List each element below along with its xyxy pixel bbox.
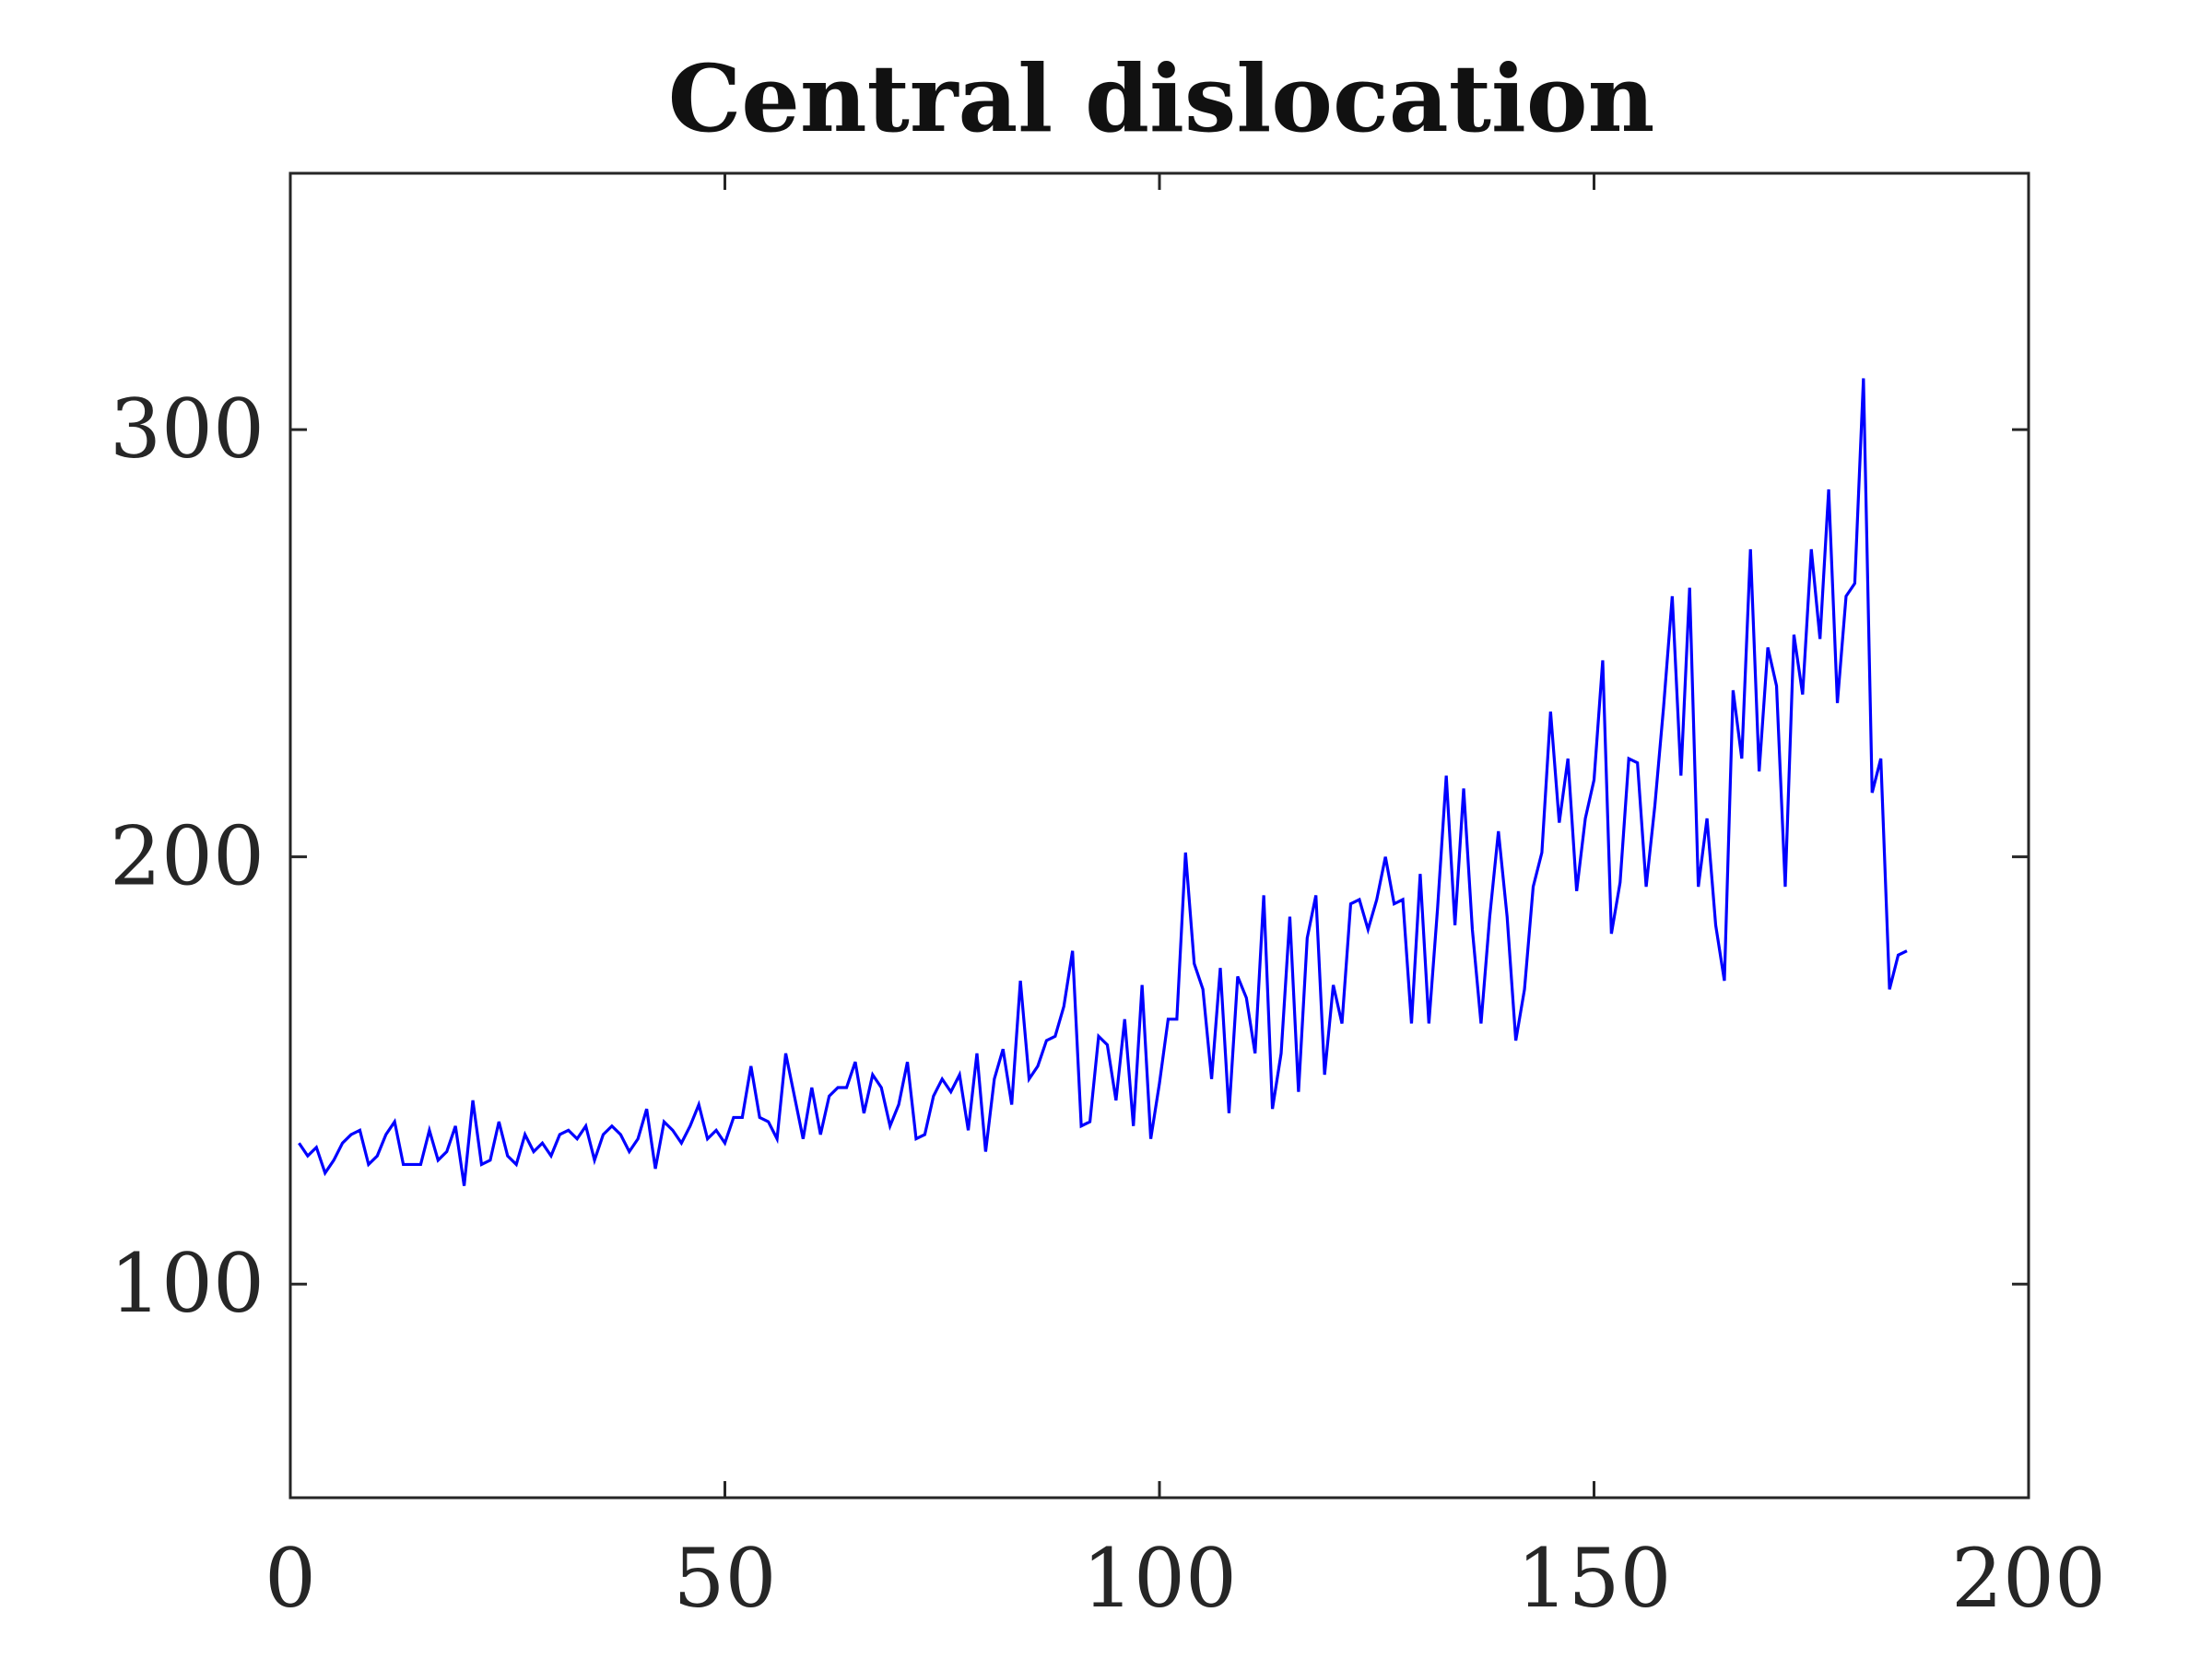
x-tick-label: 200 [1951, 1531, 2106, 1626]
series-layer [298, 378, 1908, 1186]
series-line [298, 378, 1908, 1186]
x-tick-label: 0 [265, 1531, 316, 1626]
y-tick-label: 100 [110, 1236, 265, 1331]
x-tick-label: 50 [674, 1531, 777, 1626]
y-tick-label: 300 [110, 382, 265, 477]
y-tick-label: 200 [110, 809, 265, 904]
ticks-layer [288, 173, 2030, 1498]
tick-labels: 0 50 100 150 200 100 200 300 [110, 382, 2106, 1626]
plot-area [288, 171, 2030, 1500]
axes-box [288, 171, 2030, 1500]
x-tick-label: 150 [1517, 1531, 1672, 1626]
x-tick-label: 100 [1082, 1531, 1237, 1626]
chart-title: Central dislocation [668, 44, 1655, 153]
